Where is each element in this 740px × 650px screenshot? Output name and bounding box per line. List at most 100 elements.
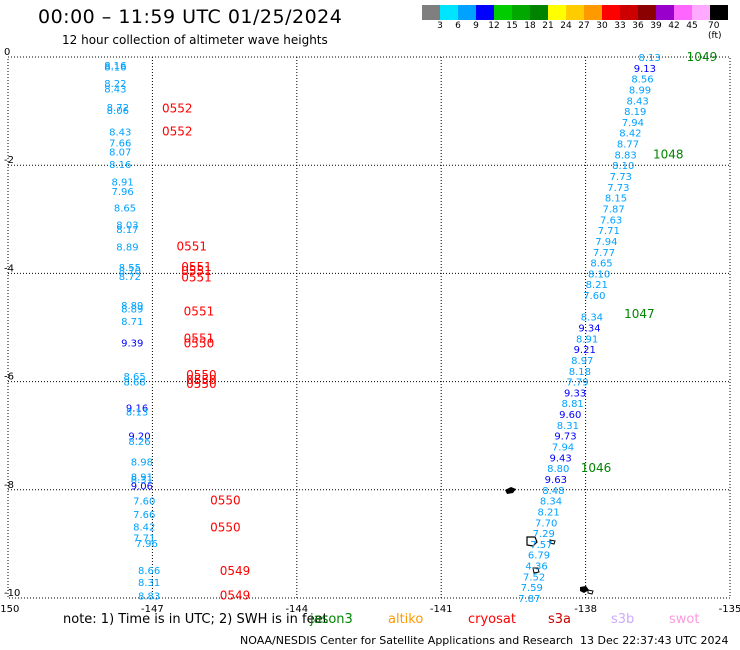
wave-height-label: 9.21 — [574, 345, 596, 356]
pass-time-label: 1048 — [653, 147, 684, 161]
pass-time-label: 0552 — [162, 101, 193, 115]
wave-height-label: 7.60 — [133, 497, 155, 508]
wave-height-label: 7.71 — [598, 226, 620, 237]
wave-height-label: 8.77 — [617, 140, 639, 151]
pass-time-label: 0550 — [184, 337, 215, 351]
pass-time-label: 0551 — [184, 331, 215, 345]
wave-height-label: 7.87 — [602, 204, 624, 215]
wave-height-label: 8.43 — [627, 96, 649, 107]
colorbar-swatch — [530, 5, 548, 20]
credit-line: NOAA/NESDIS Center for Satellite Applica… — [240, 634, 574, 647]
wave-height-label: 9.60 — [559, 410, 581, 421]
colorbar-label: 33 — [614, 21, 626, 31]
colorbar-label: 70 (ft) — [708, 21, 722, 41]
wave-height-label: 8.42 — [619, 129, 641, 140]
x-tick-label: -147 — [141, 604, 164, 615]
wave-height-label: 8.80 — [547, 464, 569, 475]
wave-height-label: 4.36 — [525, 562, 547, 573]
pass-time-label: 0551 — [184, 304, 215, 318]
colorbar-swatch — [476, 5, 494, 20]
wave-height-label: 8.91 — [111, 177, 133, 188]
wave-height-label: 8.72 — [107, 103, 129, 114]
colorbar-swatch — [458, 5, 476, 20]
wave-height-label: 9.13 — [634, 64, 656, 75]
wave-height-label: 8.89 — [116, 242, 138, 253]
x-tick-label: -138 — [574, 604, 597, 615]
plot-frame — [7, 56, 731, 599]
wave-height-label: 9.16 — [126, 404, 148, 415]
wave-height-label: 8.03 — [116, 221, 138, 232]
wave-height-label: 7.60 — [583, 291, 605, 302]
colorbar-label: 39 — [650, 21, 662, 31]
pass-time-label: 0550 — [210, 494, 241, 508]
colorbar-swatch — [638, 5, 656, 20]
colorbar-label: 12 — [488, 21, 500, 31]
wave-height-label: 9.73 — [554, 432, 576, 443]
colorbar-swatch — [584, 5, 602, 20]
colorbar-label: 18 — [524, 21, 536, 31]
legend-item-cryosat: cryosat — [468, 612, 516, 627]
wave-height-label: 8.16 — [104, 61, 126, 72]
left-track-times: 0552055205510551055105510551055105500550… — [162, 101, 250, 602]
pass-time-label: 0551 — [181, 260, 212, 274]
pass-time-label: 0550 — [186, 373, 217, 387]
wave-height-label: 7.94 — [622, 118, 644, 129]
islands — [505, 487, 594, 595]
y-tick-labels: 0 -2 -4 -6 -8 -10 — [4, 47, 20, 599]
x-tick-labels: -150 -147 -144 -141 -138 -135 — [0, 604, 740, 615]
wave-height-label: 8.10 — [612, 161, 634, 172]
colorbar-swatch — [548, 5, 566, 20]
wave-height-label: 7.63 — [600, 215, 622, 226]
pass-time-label: 0549 — [220, 564, 251, 578]
island-1 — [505, 487, 516, 494]
colorbar-swatch — [692, 5, 710, 20]
wave-height-label: 8.18 — [569, 367, 591, 378]
wave-height-label: 8.17 — [116, 225, 138, 236]
island-6 — [587, 589, 594, 595]
wave-height-label: 9.63 — [545, 475, 567, 486]
wave-height-label: 8.98 — [131, 458, 153, 469]
y-tick-label: -8 — [4, 480, 14, 491]
wave-height-label: 8.89 — [121, 301, 143, 312]
colorbar-label: 24 — [560, 21, 572, 31]
island-2 — [526, 536, 538, 547]
wave-height-label: 8.42 — [133, 523, 155, 534]
wave-height-label: 7.29 — [533, 529, 555, 540]
colorbar-swatch — [512, 5, 530, 20]
wave-height-label: 8.72 — [119, 272, 141, 283]
colorbar-label: 36 — [632, 21, 644, 31]
wave-height-label: 9.33 — [564, 388, 586, 399]
pass-time-label: 1049 — [687, 50, 718, 64]
right-track-values: 8.139.138.568.998.438.197.948.428.778.83… — [518, 53, 661, 605]
wave-height-label: 9.39 — [121, 339, 143, 350]
wave-height-label: 7.57 — [530, 540, 552, 551]
wave-height-label: 8.83 — [138, 591, 160, 602]
x-tick-label: -135 — [719, 604, 740, 615]
wave-height-label: 8.43 — [104, 84, 126, 95]
wave-height-label: 7.87 — [518, 594, 540, 605]
right-track-times: 1049 1048 1047 1046 — [581, 50, 717, 475]
colorbar — [422, 5, 728, 20]
colorbar-swatch — [566, 5, 584, 20]
pass-time-label: 0551 — [181, 264, 212, 278]
wave-height-label: 7.52 — [523, 572, 545, 583]
wave-height-label: 7.77 — [593, 248, 615, 259]
colorbar-label: 3 — [437, 21, 443, 31]
y-tick-label: -6 — [4, 372, 14, 383]
wave-height-label: 7.96 — [111, 187, 133, 198]
x-tick-label: -144 — [285, 604, 308, 615]
wave-height-label: 8.68 — [124, 378, 146, 389]
wave-height-label: 8.22 — [104, 79, 126, 90]
wave-height-label: 8.81 — [562, 399, 584, 410]
wave-height-label: 8.15 — [605, 194, 627, 205]
y-tick-label: -2 — [4, 155, 14, 166]
wave-height-label: 8.31 — [131, 475, 153, 486]
wave-height-label: 7.79 — [566, 378, 588, 389]
island-4 — [532, 567, 540, 574]
x-tick-label: -150 — [0, 604, 19, 615]
colorbar-label: 27 — [578, 21, 590, 31]
x-tick-label: -141 — [430, 604, 453, 615]
wave-height-label: 8.66 — [138, 566, 160, 577]
wave-height-label: 8.26 — [128, 437, 150, 448]
